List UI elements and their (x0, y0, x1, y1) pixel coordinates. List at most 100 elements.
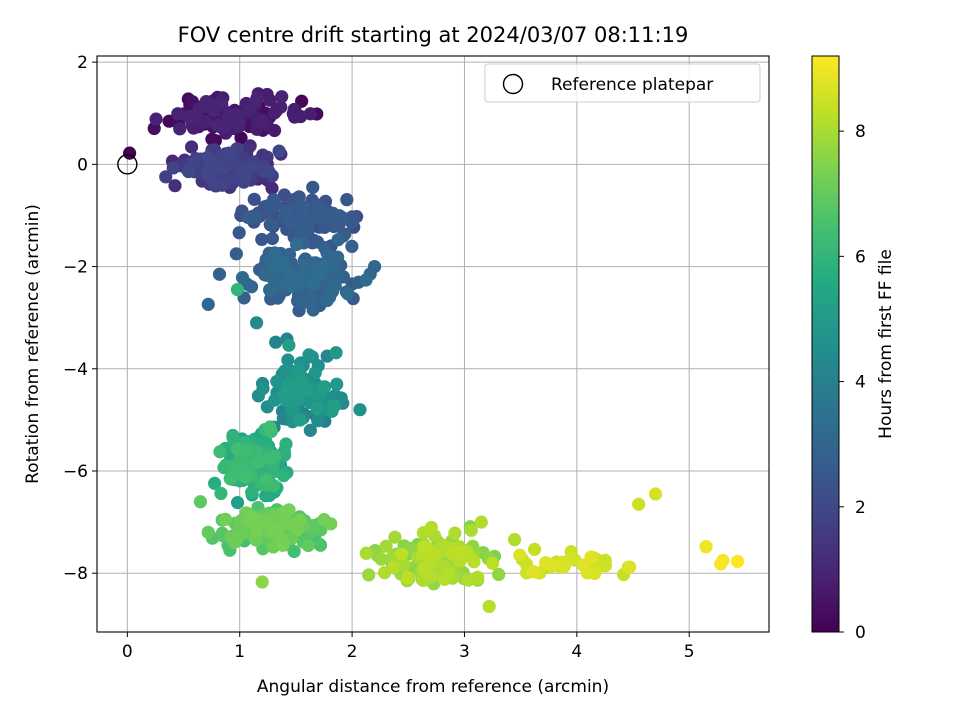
x-axis-ticks: 0 1 2 3 4 5 (122, 632, 695, 662)
scatter-point (648, 487, 663, 501)
scatter-point (213, 445, 227, 459)
scatter-point (265, 231, 280, 246)
scatter-point (492, 567, 506, 582)
scatter-point (247, 192, 261, 206)
scatter-point (482, 599, 496, 614)
scatter-point (256, 381, 270, 396)
scatter-point (281, 353, 295, 367)
colorbar-tick-label: 0 (855, 623, 866, 643)
scatter-point (244, 280, 259, 294)
scatter-point (448, 526, 462, 540)
scatter-point (329, 346, 343, 360)
scatter-point (230, 442, 245, 456)
colorbar-label: Hours from first FF file (876, 249, 896, 439)
scatter-point (306, 278, 320, 292)
scatter-point (263, 420, 277, 434)
scatter-point (359, 546, 373, 560)
scatter-point (168, 179, 182, 193)
scatter-point (304, 294, 318, 308)
scatter-point (425, 545, 439, 559)
scatter-point (276, 538, 290, 552)
x-axis-label: Angular distance from reference (arcmin) (257, 677, 609, 697)
scatter-point (379, 539, 393, 553)
scatter-point (238, 170, 252, 184)
colorbar-gradient (811, 55, 840, 633)
x-tick-label: 3 (459, 642, 470, 662)
scatter-point (526, 565, 540, 579)
scatter-point (235, 527, 249, 541)
scatter-point (171, 107, 185, 121)
scatter-point (277, 448, 292, 462)
colorbar: 0 2 4 6 8 Hours from first FF file (811, 55, 896, 643)
scatter-point (207, 177, 221, 191)
scatter-point (557, 560, 571, 574)
scatter-point (302, 348, 316, 362)
scatter-point (277, 387, 292, 401)
x-tick-label: 5 (684, 642, 695, 662)
scatter-point (464, 523, 478, 537)
scatter-point (273, 278, 287, 292)
plot-frame (96, 55, 770, 633)
scatter-point (293, 109, 308, 124)
scatter-point (269, 260, 283, 274)
scatter-point (268, 449, 282, 464)
scatter-point (267, 106, 282, 120)
scatter-point (485, 556, 500, 570)
scatter-point (264, 200, 278, 215)
scatter-point (214, 486, 228, 501)
scatter-point (230, 282, 245, 297)
scatter-point (313, 210, 327, 225)
scatter-point (401, 571, 415, 585)
scatter-point (149, 112, 163, 126)
x-tick-label: 4 (571, 642, 582, 662)
scatter-point (301, 538, 315, 553)
scatter-point (173, 122, 187, 136)
scatter-point (244, 160, 258, 174)
scatter-point (268, 393, 282, 407)
scatter-point (474, 515, 488, 529)
y-tick-label: −6 (63, 462, 88, 482)
scatter-point (310, 402, 324, 416)
y-tick-label: 2 (77, 53, 88, 73)
y-axis-label: Rotation from reference (arcmin) (23, 204, 43, 484)
scatter-point (397, 558, 411, 572)
scatter-point (282, 338, 296, 352)
scatter-point (332, 210, 346, 224)
scatter-point (181, 164, 196, 179)
scatter-point (242, 103, 256, 117)
scatter-points (122, 87, 745, 614)
scatter-point (324, 517, 338, 531)
scatter-point (387, 560, 401, 574)
colorbar-tick-label: 8 (855, 122, 866, 142)
scatter-point (212, 267, 227, 281)
scatter-point (424, 520, 438, 535)
scatter-point (310, 267, 324, 282)
scatter-point (341, 287, 355, 301)
scatter-point (417, 562, 431, 576)
scatter-point (632, 497, 646, 511)
scatter-point (359, 273, 373, 287)
scatter-point (208, 476, 222, 490)
scatter-point (241, 142, 255, 156)
scatter-point (222, 146, 236, 160)
scatter-point (328, 388, 342, 402)
scatter-point (289, 237, 304, 252)
scatter-point (598, 559, 613, 573)
scatter-point (265, 524, 279, 538)
y-axis-ticks: 2 0 −2 −4 −6 −8 (63, 53, 97, 584)
scatter-point (201, 525, 215, 539)
scatter-point (201, 297, 215, 311)
scatter-point (527, 542, 542, 556)
scatter-point (250, 91, 264, 106)
y-tick-label: −4 (63, 360, 88, 380)
scatter-point (438, 572, 452, 586)
scatter-point (255, 575, 269, 589)
scatter-point (454, 545, 468, 560)
scatter-point (331, 250, 345, 264)
scatter-point (336, 270, 351, 284)
legend-reference-marker (502, 73, 524, 95)
scatter-point (330, 377, 344, 391)
scatter-point (229, 114, 243, 128)
scatter-point (260, 268, 274, 282)
scatter-point (262, 164, 276, 179)
